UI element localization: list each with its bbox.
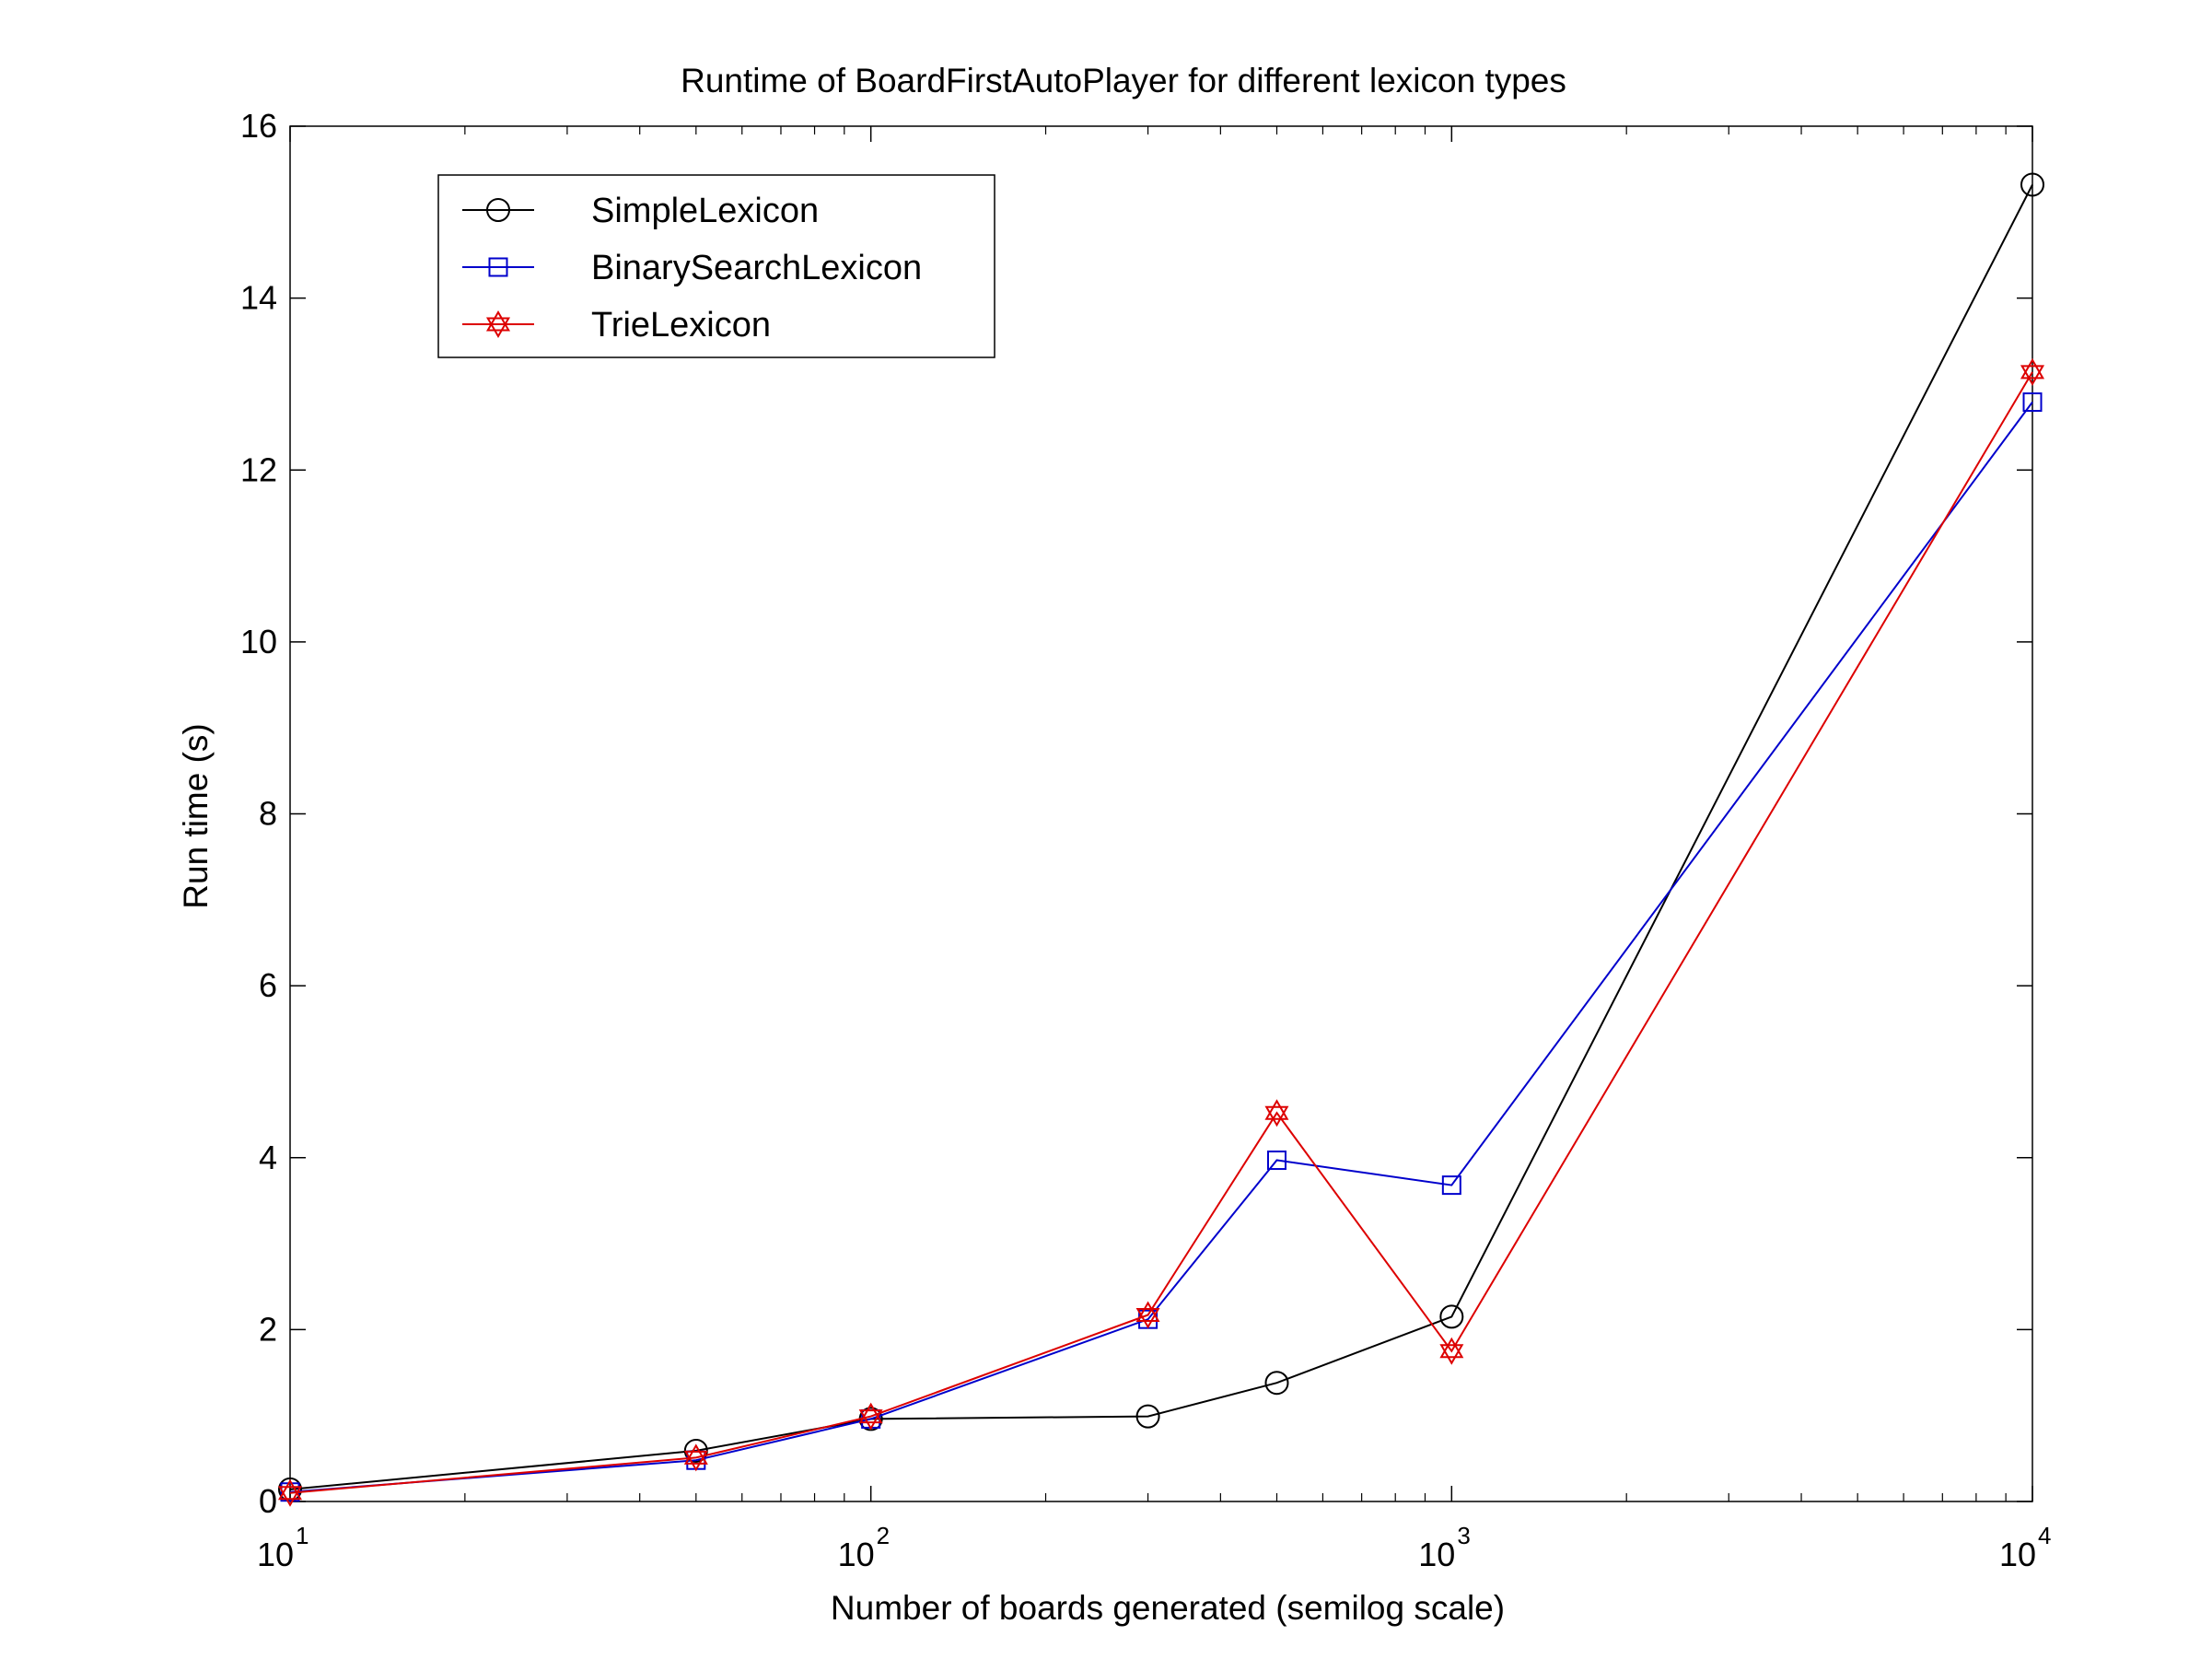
y-tick-label: 14 — [240, 279, 277, 317]
y-tick-label: 2 — [259, 1310, 277, 1348]
x-tick-label-base: 10 — [257, 1536, 294, 1573]
hexagram-triangle — [1439, 1344, 1464, 1365]
x-tick-label-base: 10 — [1999, 1536, 2036, 1573]
legend-marker — [486, 198, 510, 222]
data-point — [2020, 357, 2045, 386]
hexagram-triangle — [858, 1409, 883, 1431]
series-TrieLexicon — [277, 357, 2045, 1507]
hexagram-triangle — [1135, 1301, 1160, 1322]
legend-item: TrieLexicon — [462, 306, 771, 345]
data-point — [1439, 1337, 1464, 1365]
x-tick-label: 10 4 — [1999, 1522, 2052, 1573]
hexagram-triangle — [683, 1450, 708, 1472]
data-point — [1264, 1371, 1289, 1396]
legend-item: BinarySearchLexicon — [462, 249, 922, 287]
x-tick-label-exponent: 2 — [877, 1522, 890, 1549]
x-tick-label-exponent: 3 — [1457, 1522, 1470, 1549]
data-point — [1135, 1404, 1160, 1429]
hexagram-triangle — [1264, 1099, 1289, 1120]
hexagram-triangle — [485, 317, 511, 338]
y-tick-label: 10 — [240, 623, 277, 660]
x-tick-label: 10 3 — [1418, 1522, 1471, 1573]
y-tick-label: 0 — [259, 1482, 277, 1520]
x-tick-label: 10 2 — [838, 1522, 891, 1573]
hexagram-triangle — [1135, 1308, 1160, 1329]
y-tick-label: 16 — [240, 107, 277, 145]
series-line — [289, 371, 2033, 1494]
y-tick-label: 6 — [259, 966, 277, 1004]
y-axis-label: Run time (s) — [177, 723, 215, 908]
x-tick-label-exponent: 1 — [296, 1522, 309, 1549]
legend-label: SimpleLexicon — [591, 192, 819, 230]
data-point — [1135, 1301, 1160, 1329]
legend-marker — [485, 310, 511, 338]
data-point — [1264, 1099, 1289, 1127]
y-tick-label: 8 — [259, 795, 277, 833]
legend-label: BinarySearchLexicon — [591, 249, 922, 287]
series-line — [289, 401, 2033, 1493]
data-point — [2022, 392, 2043, 413]
chart-title: Runtime of BoardFirstAutoPlayer for diff… — [681, 62, 1566, 99]
legend-label: TrieLexicon — [591, 306, 771, 345]
hexagram-triangle — [1439, 1337, 1464, 1359]
hexagram-triangle — [2020, 365, 2045, 386]
legend: SimpleLexicon BinarySearchLexicon TrieLexi… — [437, 174, 995, 358]
y-tick-label: 4 — [259, 1139, 277, 1176]
data-point — [2020, 172, 2044, 197]
x-axis-label: Number of boards generated (semilog scal… — [831, 1589, 1505, 1627]
hexagram-triangle — [2020, 357, 2045, 380]
data-point — [683, 1443, 708, 1472]
data-point — [1266, 1151, 1286, 1171]
hexagram-triangle — [277, 1486, 303, 1507]
legend-item: SimpleLexicon — [462, 192, 819, 230]
hexagram-triangle — [485, 310, 511, 332]
hexagram-triangle — [858, 1402, 883, 1424]
legend-marker — [488, 257, 508, 277]
y-tick-label: 12 — [240, 450, 277, 488]
x-tick-label: 10 1 — [257, 1522, 309, 1573]
hexagram-triangle — [277, 1478, 303, 1501]
hexagram-triangle — [1264, 1105, 1289, 1127]
data-point — [1439, 1304, 1464, 1329]
x-tick-label-base: 10 — [838, 1536, 875, 1573]
data-point — [858, 1402, 883, 1431]
x-tick-label-exponent: 4 — [2038, 1522, 2051, 1549]
data-point — [1441, 1175, 1461, 1196]
x-tick-label-base: 10 — [1418, 1536, 1455, 1573]
hexagram-triangle — [683, 1443, 708, 1465]
data-point — [277, 1478, 303, 1507]
